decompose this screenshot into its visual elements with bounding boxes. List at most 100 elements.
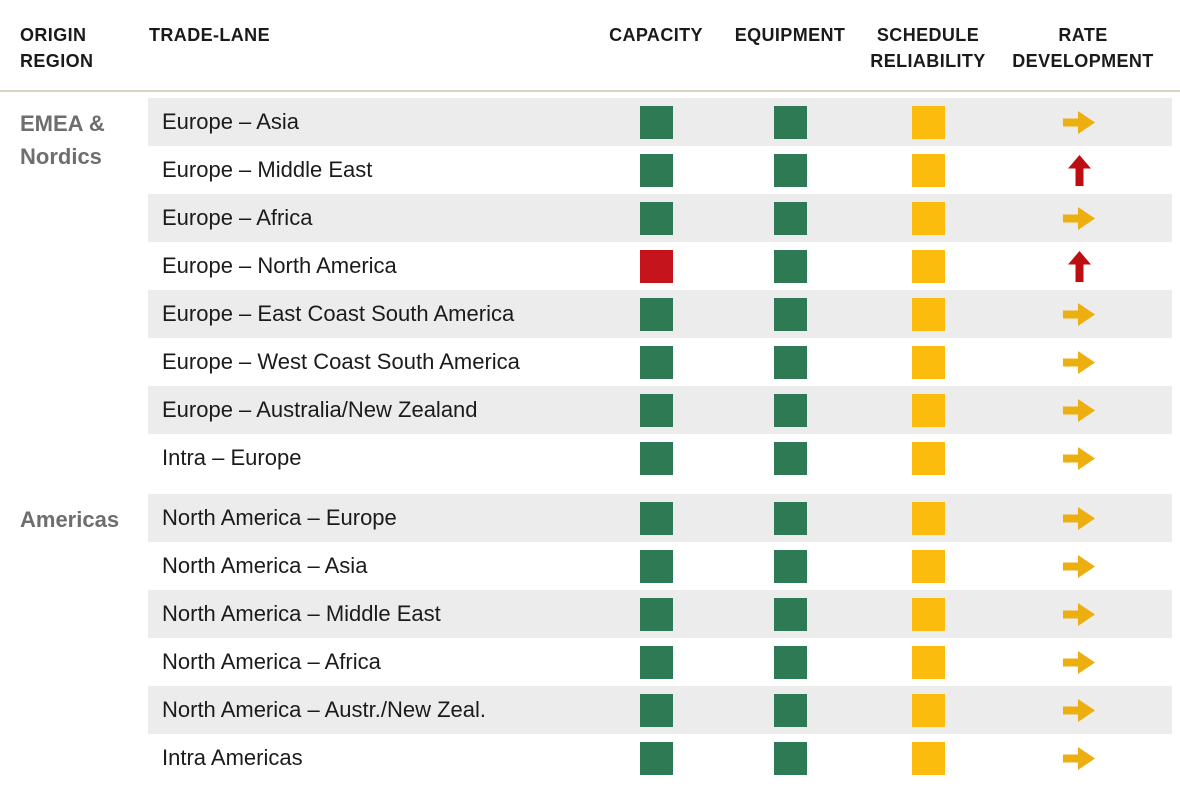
capacity-cell: [601, 249, 711, 283]
rate-development-cell: [987, 398, 1172, 423]
rate-development-cell: [987, 746, 1172, 771]
trade-lane-label: Europe – Asia: [162, 109, 299, 134]
table-row: North America – Africa: [148, 638, 1172, 686]
schedule-reliability-status-square: [911, 741, 945, 775]
capacity-status-square: [639, 549, 673, 583]
trade-lane-label: North America – Europe: [162, 505, 397, 530]
equipment-cell: [711, 549, 869, 583]
capacity-cell: [601, 297, 711, 331]
schedule-reliability-status-square: [911, 549, 945, 583]
rate-right-arrow-icon: [1063, 650, 1095, 674]
schedule-reliability-status-square: [911, 153, 945, 187]
equipment-status-square: [773, 597, 807, 631]
equipment-cell: [711, 441, 869, 475]
rate-right-arrow-icon: [1063, 602, 1095, 626]
schedule-reliability-status-square: [911, 105, 945, 139]
schedule-reliability-cell: [869, 201, 987, 235]
capacity-cell: [601, 693, 711, 727]
schedule-reliability-cell: [869, 297, 987, 331]
rate-right-arrow-icon: [1063, 698, 1095, 722]
equipment-status-square: [773, 345, 807, 379]
table-row: Europe – East Coast South America: [148, 290, 1172, 338]
col-header-trade-lane: TRADE-LANE: [149, 25, 270, 45]
capacity-status-square: [639, 153, 673, 187]
schedule-reliability-cell: [869, 693, 987, 727]
schedule-reliability-cell: [869, 741, 987, 775]
capacity-status-square: [639, 645, 673, 679]
schedule-reliability-status-square: [911, 693, 945, 727]
rate-development-cell: [987, 698, 1172, 723]
equipment-cell: [711, 297, 869, 331]
equipment-cell: [711, 153, 869, 187]
origin-region-section: EMEA & Nordics Europe – Asia Europe – Midd…: [0, 98, 1180, 482]
schedule-reliability-cell: [869, 501, 987, 535]
schedule-reliability-cell: [869, 645, 987, 679]
equipment-cell: [711, 345, 869, 379]
table-row: North America – Austr./New Zeal.: [148, 686, 1172, 734]
capacity-cell: [601, 741, 711, 775]
capacity-status-square: [639, 741, 673, 775]
trade-lane-label: Intra Americas: [162, 745, 303, 770]
col-header-equipment: EQUIPMENT: [734, 25, 846, 45]
table-row: Europe – Australia/New Zealand: [148, 386, 1172, 434]
equipment-cell: [711, 501, 869, 535]
rate-right-arrow-icon: [1063, 506, 1095, 530]
rate-up-arrow-icon: [1068, 250, 1091, 282]
equipment-cell: [711, 645, 869, 679]
trade-lane-label: Europe – East Coast South America: [162, 301, 515, 326]
capacity-cell: [601, 549, 711, 583]
equipment-status-square: [773, 549, 807, 583]
equipment-cell: [711, 105, 869, 139]
schedule-reliability-status-square: [911, 345, 945, 379]
table-body: EMEA & Nordics Europe – Asia Europe – Midd…: [0, 98, 1180, 782]
capacity-status-square: [639, 297, 673, 331]
rate-right-arrow-icon: [1063, 302, 1095, 326]
equipment-cell: [711, 201, 869, 235]
capacity-status-square: [639, 345, 673, 379]
equipment-status-square: [773, 501, 807, 535]
rate-development-cell: [987, 350, 1172, 375]
schedule-reliability-status-square: [911, 501, 945, 535]
section-rows: North America – Europe North America – As…: [148, 494, 1172, 782]
rate-up-arrow-icon: [1068, 154, 1091, 186]
trade-lane-label: Europe – Australia/New Zealand: [162, 397, 478, 422]
trade-lane-label: North America – Asia: [162, 553, 368, 578]
equipment-cell: [711, 393, 869, 427]
rate-development-cell: [987, 446, 1172, 471]
col-header-rate-development: RATE DEVELOPMENT: [1012, 25, 1154, 71]
rate-development-cell: [987, 250, 1172, 282]
equipment-status-square: [773, 393, 807, 427]
schedule-reliability-cell: [869, 393, 987, 427]
col-header-origin-region: ORIGIN REGION: [20, 25, 94, 71]
rate-right-arrow-icon: [1063, 446, 1095, 470]
rate-development-cell: [987, 154, 1172, 186]
capacity-cell: [601, 645, 711, 679]
trade-lane-label: North America – Africa: [162, 649, 381, 674]
equipment-status-square: [773, 249, 807, 283]
trade-lane-label: Europe – Africa: [162, 205, 313, 230]
capacity-status-square: [639, 441, 673, 475]
schedule-reliability-cell: [869, 153, 987, 187]
trade-lane-label: Europe – West Coast South America: [162, 349, 520, 374]
capacity-status-square: [639, 249, 673, 283]
capacity-status-square: [639, 105, 673, 139]
equipment-cell: [711, 693, 869, 727]
rate-right-arrow-icon: [1063, 350, 1095, 374]
rate-development-cell: [987, 506, 1172, 531]
capacity-cell: [601, 153, 711, 187]
capacity-cell: [601, 501, 711, 535]
equipment-cell: [711, 597, 869, 631]
schedule-reliability-status-square: [911, 249, 945, 283]
capacity-cell: [601, 105, 711, 139]
rate-development-cell: [987, 602, 1172, 627]
capacity-cell: [601, 597, 711, 631]
rate-development-cell: [987, 554, 1172, 579]
schedule-reliability-status-square: [911, 393, 945, 427]
origin-region-section: Americas North America – Europe North Amer…: [0, 494, 1180, 782]
capacity-cell: [601, 393, 711, 427]
capacity-status-square: [639, 693, 673, 727]
trade-lane-label: Europe – Middle East: [162, 157, 373, 182]
equipment-status-square: [773, 201, 807, 235]
table-row: Intra Americas: [148, 734, 1172, 782]
